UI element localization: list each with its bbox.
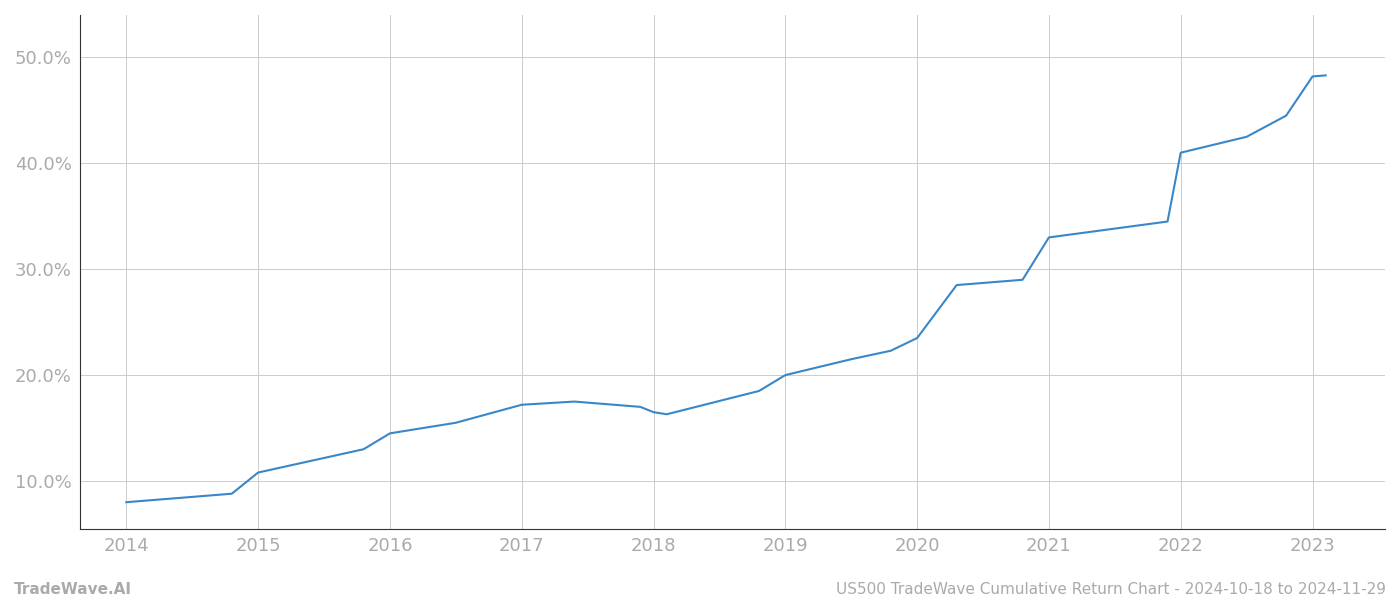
Text: US500 TradeWave Cumulative Return Chart - 2024-10-18 to 2024-11-29: US500 TradeWave Cumulative Return Chart …	[836, 582, 1386, 597]
Text: TradeWave.AI: TradeWave.AI	[14, 582, 132, 597]
